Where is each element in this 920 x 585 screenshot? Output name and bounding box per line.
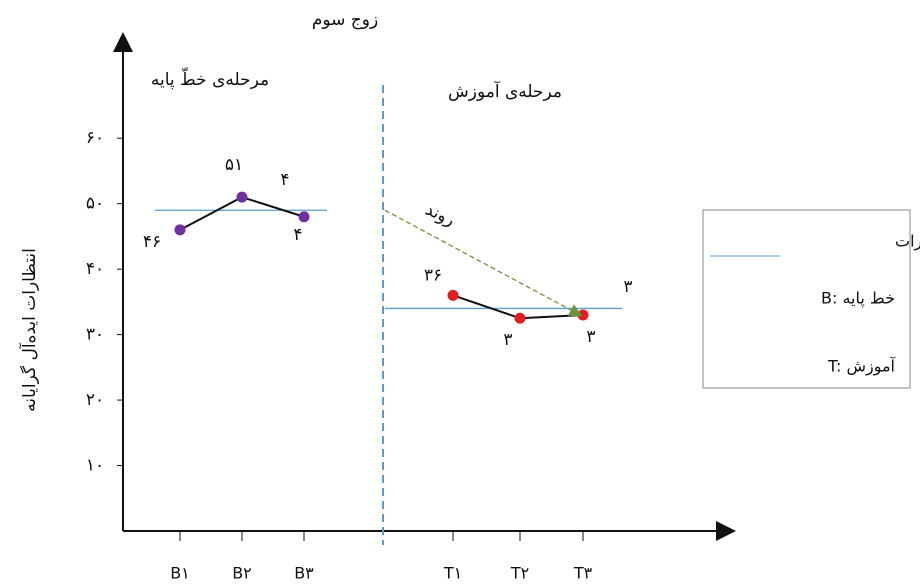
value-label: ۳ <box>586 327 595 347</box>
trend-label: روند <box>422 200 458 231</box>
value-label: ۵۱ <box>225 155 243 175</box>
y-tick-label: ۴۰ <box>86 259 104 279</box>
y-tick-label: ۱۰ <box>86 456 104 476</box>
value-label: ۳ <box>503 330 512 350</box>
phase-label: مرحله‌ی آموزش <box>448 80 562 102</box>
data-point <box>299 211 310 222</box>
x-tick-label: B۳ <box>294 564 314 583</box>
value-label: ۴ <box>293 225 302 245</box>
x-tick-label: T۱ <box>443 564 462 583</box>
value-label: ۴۶ <box>143 232 161 252</box>
y-axis-label: انتظارات ایده‌آل گرایانه <box>18 248 40 412</box>
data-point <box>237 192 248 203</box>
extra-label: ۴ <box>280 170 289 190</box>
y-tick-label: ۶۰ <box>86 128 104 148</box>
x-tick-label: B۲ <box>232 564 252 583</box>
y-tick-label: ۲۰ <box>86 390 104 410</box>
data-point <box>515 313 526 324</box>
extra-label: ۳ <box>623 277 632 297</box>
legend-item: T: آموزش <box>827 357 897 377</box>
phase-label: مرحله‌ی خطّ پایه <box>151 66 269 90</box>
data-point <box>448 290 459 301</box>
chart: زوج سوم انتظارات ایده‌آل گرایانه میانگین… <box>0 0 920 585</box>
chart-title: زوج سوم <box>312 10 378 30</box>
trend-arrow <box>385 210 580 315</box>
y-tick-label: ۵۰ <box>86 194 104 214</box>
x-tick-label: T۳ <box>573 564 593 583</box>
x-tick-label: B۱ <box>170 564 190 583</box>
legend-item: B: خط پایه <box>821 289 895 309</box>
data-point <box>175 224 186 235</box>
value-label: ۳۶ <box>424 265 442 285</box>
y-tick-label: ۳۰ <box>86 325 104 345</box>
legend-title: میانگین تغییرات <box>895 232 920 252</box>
x-tick-label: T۲ <box>510 564 529 583</box>
